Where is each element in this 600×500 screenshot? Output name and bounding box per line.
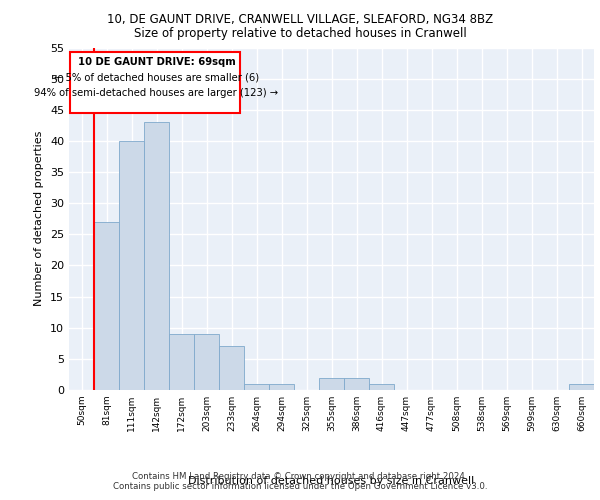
X-axis label: Distribution of detached houses by size in Cranwell: Distribution of detached houses by size … xyxy=(188,476,475,486)
Bar xyxy=(169,334,194,390)
Bar xyxy=(219,346,244,390)
Text: 94% of semi-detached houses are larger (123) →: 94% of semi-detached houses are larger (… xyxy=(34,88,278,98)
Bar xyxy=(144,122,169,390)
FancyBboxPatch shape xyxy=(70,52,239,113)
Text: Contains HM Land Registry data © Crown copyright and database right 2024.
Contai: Contains HM Land Registry data © Crown c… xyxy=(113,472,487,491)
Bar xyxy=(369,384,394,390)
Bar xyxy=(119,141,144,390)
Text: 10, DE GAUNT DRIVE, CRANWELL VILLAGE, SLEAFORD, NG34 8BZ: 10, DE GAUNT DRIVE, CRANWELL VILLAGE, SL… xyxy=(107,12,493,26)
Bar xyxy=(94,222,119,390)
Bar xyxy=(319,378,344,390)
Bar xyxy=(344,378,369,390)
Text: Size of property relative to detached houses in Cranwell: Size of property relative to detached ho… xyxy=(134,28,466,40)
Bar xyxy=(569,384,594,390)
Text: 10 DE GAUNT DRIVE: 69sqm: 10 DE GAUNT DRIVE: 69sqm xyxy=(77,57,235,67)
Bar xyxy=(244,384,269,390)
Text: ← 5% of detached houses are smaller (6): ← 5% of detached houses are smaller (6) xyxy=(54,72,259,83)
Bar xyxy=(269,384,294,390)
Bar xyxy=(194,334,219,390)
Y-axis label: Number of detached properties: Number of detached properties xyxy=(34,131,44,306)
